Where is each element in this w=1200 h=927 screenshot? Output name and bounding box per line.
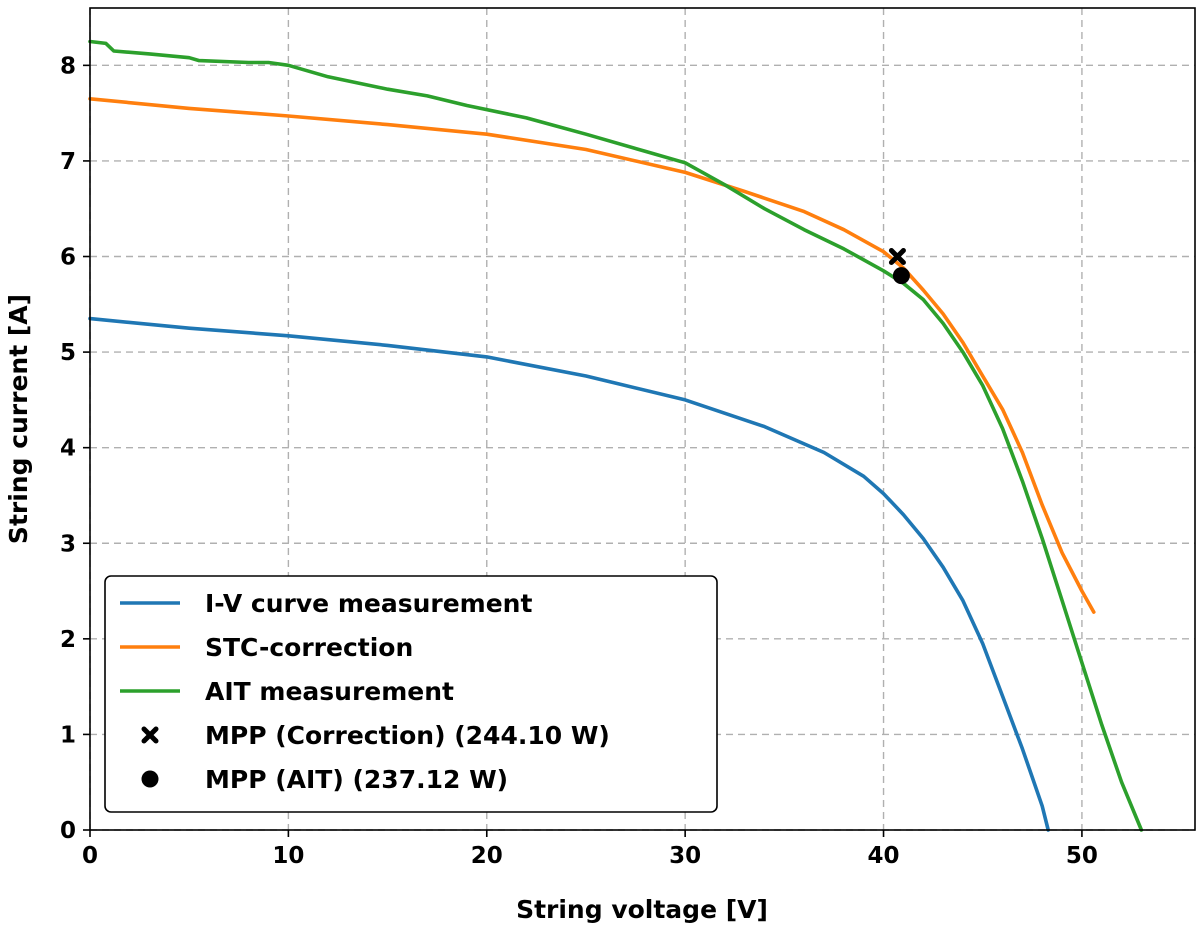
x-tick-label: 50 [1066,843,1098,869]
x-tick-label: 40 [868,843,900,869]
y-tick-label: 8 [60,53,76,79]
legend-box [104,575,718,813]
mpp-ait-marker [892,267,910,285]
series-line-i-v-curve-measurement [88,316,1050,832]
legend-label: I-V curve measurement [205,589,532,618]
y-tick-label: 7 [60,149,76,175]
y-tick-label: 1 [60,722,76,748]
x-tick-label: 20 [471,843,503,869]
mpp-correction-marker [888,248,906,266]
plot-frame [89,7,1196,831]
y-tick-label: 2 [60,627,76,653]
y-tick-label: 5 [60,340,76,366]
series-line-stc-correction [88,97,1096,614]
legend-label: AIT measurement [205,677,454,706]
y-tick-label: 0 [60,818,76,844]
legend-label: MPP (AIT) (237.12 W) [205,765,508,794]
x-axis-label: String voltage [V] [516,895,768,924]
y-tick-label: 4 [60,436,76,462]
legend: I-V curve measurement STC-correction AIT m… [104,575,718,813]
legend-marker-x [141,726,159,744]
x-tick-label: 10 [272,843,304,869]
y-axis-label: String current [A] [4,294,33,544]
mpp-markers [888,248,910,285]
x-tick-label: 0 [82,843,98,869]
y-tick-label: 6 [60,245,76,271]
legend-label: STC-correction [205,633,413,662]
y-tick-label: 3 [60,531,76,557]
axis-ticks: 0 10 20 30 40 50 0 1 2 3 4 5 6 7 8 [60,53,1098,869]
series-line-ait-measurement [88,39,1144,832]
x-tick-label: 30 [669,843,701,869]
legend-marker-dot [141,770,159,788]
legend-label: MPP (Correction) (244.10 W) [205,721,610,750]
